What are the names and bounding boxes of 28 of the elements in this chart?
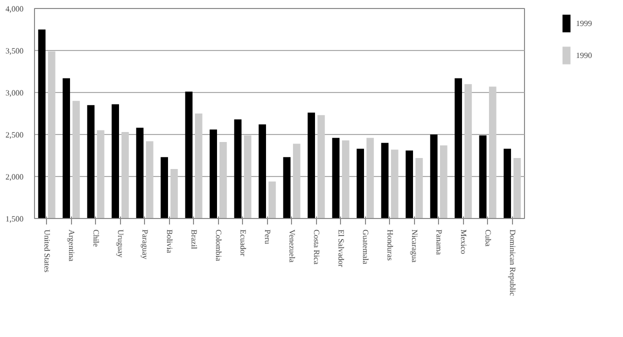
x-tick-label: El Salvador [336,230,346,268]
y-tick-label: 2,500 [6,130,24,140]
x-tick-label: Colombia [214,230,223,262]
y-tick-label: 3,000 [6,88,24,98]
legend-label: 1990 [576,50,593,60]
x-tick-label: Peru [262,230,272,244]
y-tick-label: 3,500 [6,46,24,56]
y-tick-label: 2,000 [6,172,24,182]
y-tick-label: 4,000 [6,4,24,14]
y-tick-label: 1,500 [6,214,24,224]
legend-label: 1999 [576,18,593,28]
x-tick-label: Dominican Republic [508,230,517,296]
x-tick-label: Mexico [458,230,468,254]
x-tick-label: Cuba [483,230,492,247]
x-tick-label: Argentina [66,230,76,262]
x-tick-label: Nicaragua [410,230,419,263]
x-tick-label: Venezuela [287,230,296,263]
x-tick-label: Chile [91,230,100,248]
x-tick-label: Paraguay [140,230,150,260]
x-tick-label: Ecuador [238,230,248,256]
x-tick-label: Brazil [189,230,198,250]
x-tick-label: Costa Rica [312,230,321,265]
x-tick-label: United States [42,230,52,272]
x-tick-label: Panama [434,230,444,256]
x-tick-label: Bolivia [164,230,174,254]
x-tick-label: Uruguay [116,230,125,258]
x-tick-label: Honduras [385,230,394,261]
x-tick-label: Guatemala [360,230,370,265]
